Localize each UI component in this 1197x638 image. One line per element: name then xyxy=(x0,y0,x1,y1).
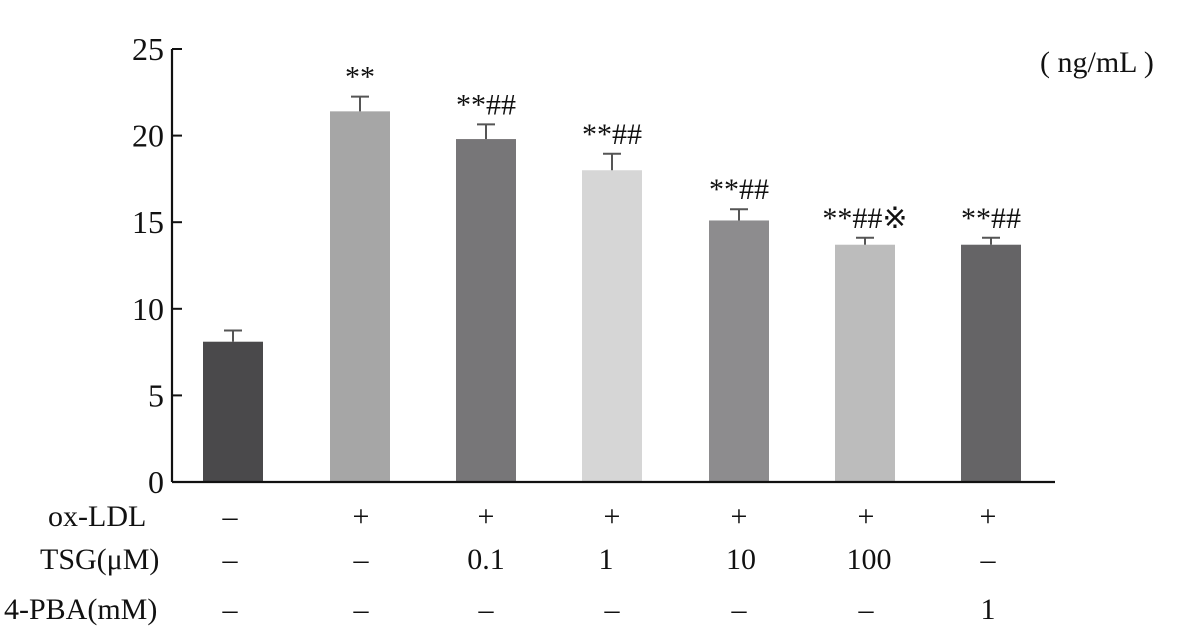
bar-5 xyxy=(709,220,769,482)
bar-2 xyxy=(330,111,390,483)
bar-3 xyxy=(456,139,516,482)
bar-4 xyxy=(582,170,642,483)
y-tick-label-15: 15 xyxy=(132,204,164,240)
significance-label-5: **## xyxy=(709,173,769,206)
y-tick-label-25: 25 xyxy=(132,31,164,67)
significance-label-7: **## xyxy=(961,202,1021,235)
bar-1 xyxy=(203,341,263,482)
significance-label-2: ** xyxy=(345,61,375,94)
significance-label-4: **## xyxy=(582,118,642,151)
bar-7 xyxy=(961,244,1021,482)
significance-label-6: **##※ xyxy=(822,202,907,235)
y-tick-label-0: 0 xyxy=(148,464,164,500)
unit-label: ( ng/mL ) xyxy=(1040,46,1154,79)
y-tick-label-10: 10 xyxy=(132,291,164,327)
y-tick-label-20: 20 xyxy=(132,118,164,154)
bar-6 xyxy=(835,244,895,482)
y-tick-label-5: 5 xyxy=(148,377,164,413)
significance-label-3: **## xyxy=(456,88,516,121)
